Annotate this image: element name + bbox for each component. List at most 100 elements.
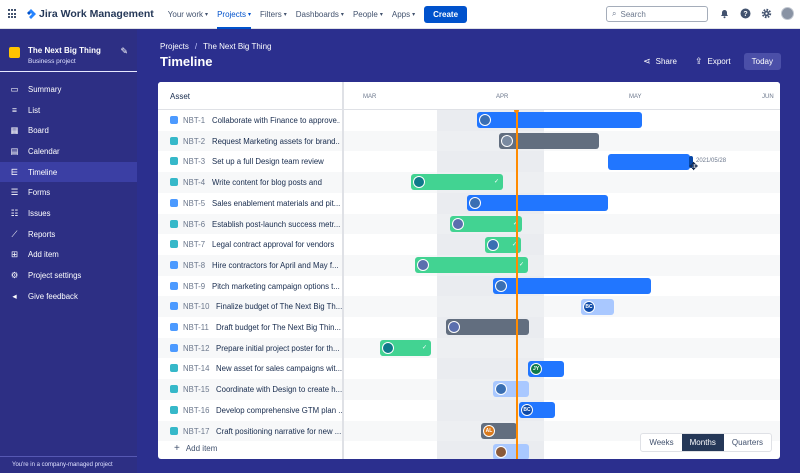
timeline-bar[interactable] [467,195,608,212]
timeline-bar[interactable]: ✓ [450,215,522,232]
today-button[interactable]: Today [743,53,781,70]
pin-icon[interactable]: ✎ [120,46,128,56]
issue-title[interactable]: Sales enablement materials and pit... [212,198,340,208]
issue-key[interactable]: NBT-11 [183,323,209,332]
help-icon[interactable]: ? [739,8,751,20]
sidebar-item-add-item[interactable]: ⊞ Add item [0,245,137,266]
issue-title[interactable]: Legal contract approval for vendors [212,240,335,250]
jira-logo[interactable]: Jira Work Management [26,8,154,20]
table-row[interactable]: NBT-6 Establish post-launch success metr.… [158,213,342,235]
table-row[interactable]: NBT-10 Finalize budget of The Next Big Th… [158,296,342,317]
nav-dashboards[interactable]: Dashboards ▾ [296,0,344,29]
app-switcher-icon[interactable] [8,9,18,19]
breadcrumb-project[interactable]: The Next Big Thing [203,42,272,51]
issue-title[interactable]: Finalize budget of The Next Big Th... [216,302,343,312]
timeline-bar[interactable] [446,319,529,336]
sidebar-item-calendar[interactable]: ▤ Calendar [0,141,137,162]
nav-apps[interactable]: Apps ▾ [392,0,415,29]
table-row[interactable]: NBT-11 Draft budget for The Next Big Thin… [158,317,342,338]
search-input[interactable]: ⌕ Search [606,6,708,22]
sidebar-item-forms[interactable]: ☰ Forms [0,182,137,203]
issue-key[interactable]: NBT-8 [183,260,206,270]
table-row[interactable]: NBT-3 Set up a full Design team review [158,151,342,172]
timeline-bar[interactable] [499,133,599,149]
create-button[interactable]: Create [424,5,468,23]
share-button[interactable]: ⋖ Share [638,53,682,70]
timeline-bar[interactable]: ✓ [380,340,431,356]
issue-key[interactable]: NBT-7 [183,240,206,250]
issue-key[interactable]: NBT-14 [183,364,210,374]
issue-title[interactable]: Establish post-launch success metr... [212,219,340,229]
table-row[interactable]: NBT-7 Legal contract approval for vendors [158,234,342,255]
sidebar-item-give-feedback[interactable]: ◂ Give feedback [0,286,137,307]
breadcrumb-projects[interactable]: Projects [160,42,189,51]
table-row[interactable]: NBT-2 Request Marketing assets for brand.… [158,130,342,152]
user-avatar[interactable] [781,7,794,20]
zoom-weeks[interactable]: Weeks [649,438,674,447]
timeline-bar[interactable]: AL [481,422,517,439]
timeline-bar[interactable]: ✓ [411,174,503,191]
issue-key[interactable]: NBT-12 [183,343,210,353]
timeline-bar[interactable]: ✓ [485,236,521,253]
sidebar-item-timeline[interactable]: ⋿ Timeline [0,161,137,183]
add-item-button[interactable]: + Add item [158,438,342,459]
sidebar-item-summary[interactable]: ▭ Summary [0,79,137,100]
timeline-bar[interactable]: JY [528,360,564,377]
issue-key[interactable]: NBT-5 [183,198,206,208]
nav-filters[interactable]: Filters ▾ [260,0,287,29]
issue-title[interactable]: Request Marketing assets for brand... [212,136,340,146]
table-row[interactable]: NBT-4 Write content for blog posts and [158,172,342,193]
table-row[interactable]: NBT-16 Develop comprehensive GTM plan ... [158,400,344,421]
table-row[interactable]: NBT-12 Prepare initial project poster for… [158,337,342,359]
issue-key[interactable]: NBT-2 [183,136,206,146]
issue-key[interactable]: NBT-17 [183,426,210,436]
timeline-bar[interactable] [493,443,529,459]
panel-divider[interactable] [342,82,344,459]
nav-your-work[interactable]: Your work ▾ [168,0,208,29]
resize-handle[interactable] [689,155,693,168]
issue-key[interactable]: NBT-15 [183,385,210,395]
sidebar-item-board[interactable]: ▦ Board [0,120,137,141]
issue-title[interactable]: Craft positioning narrative for new ... [216,426,342,436]
sidebar-item-project-settings[interactable]: ⚙ Project settings [0,265,137,286]
issue-key[interactable]: NBT-9 [183,281,206,291]
table-row[interactable]: NBT-8 Hire contractors for April and May … [158,254,342,276]
nav-projects[interactable]: Projects ▾ [217,0,251,29]
notifications-icon[interactable] [718,8,730,20]
timeline-bar[interactable]: 2021/05/28 [608,153,726,170]
table-row[interactable]: NBT-5 Sales enablement materials and pit.… [158,193,342,214]
sidebar-item-list[interactable]: ≡ List [0,100,137,121]
timeline-bar[interactable]: BC [519,402,555,419]
issue-title[interactable]: Write content for blog posts and [212,178,322,188]
table-row[interactable]: NBT-9 Pitch marketing campaign options t.… [158,276,342,297]
timeline-bar[interactable]: ✓ [415,257,528,274]
zoom-quarters[interactable]: Quarters [731,438,763,447]
issue-key[interactable]: NBT-4 [183,178,206,188]
issue-title[interactable]: New asset for sales campaigns wit... [216,364,343,374]
issue-title[interactable]: Prepare initial project poster for th... [216,343,340,353]
issue-key[interactable]: NBT-1 [183,116,206,125]
issue-title[interactable]: Draft budget for The Next Big Thin... [216,323,341,332]
export-button[interactable]: ⇪ Export [690,53,736,70]
timeline-bar[interactable] [477,112,642,129]
table-row[interactable]: NBT-14 New asset for sales campaigns wit.… [158,358,342,379]
issue-key[interactable]: NBT-16 [183,405,210,415]
sidebar-item-issues[interactable]: ☷ Issues [0,203,137,224]
timeline-bar[interactable]: BC [581,298,614,315]
table-row[interactable]: NBT-15 Coordinate with Design to create h… [158,379,342,400]
asset-column-header[interactable]: Asset [170,92,191,101]
issue-title[interactable]: Hire contractors for April and May f... [212,260,339,270]
timeline-bar[interactable] [493,381,529,398]
issue-title[interactable]: Develop comprehensive GTM plan ... [216,405,344,415]
issue-key[interactable]: NBT-10 [183,302,210,312]
issue-key[interactable]: NBT-3 [183,157,206,167]
settings-gear-icon[interactable] [760,8,772,20]
issue-title[interactable]: Set up a full Design team review [212,157,324,167]
sidebar-item-reports[interactable]: ⟋ Reports [0,224,137,245]
zoom-months[interactable]: Months [681,434,724,451]
issue-title[interactable]: Coordinate with Design to create h... [216,385,343,395]
nav-people[interactable]: People ▾ [353,0,383,29]
issue-key[interactable]: NBT-6 [183,219,206,229]
issue-title[interactable]: Pitch marketing campaign options t... [212,281,340,291]
table-row[interactable]: NBT-17 Craft positioning narrative for ne… [158,420,342,442]
